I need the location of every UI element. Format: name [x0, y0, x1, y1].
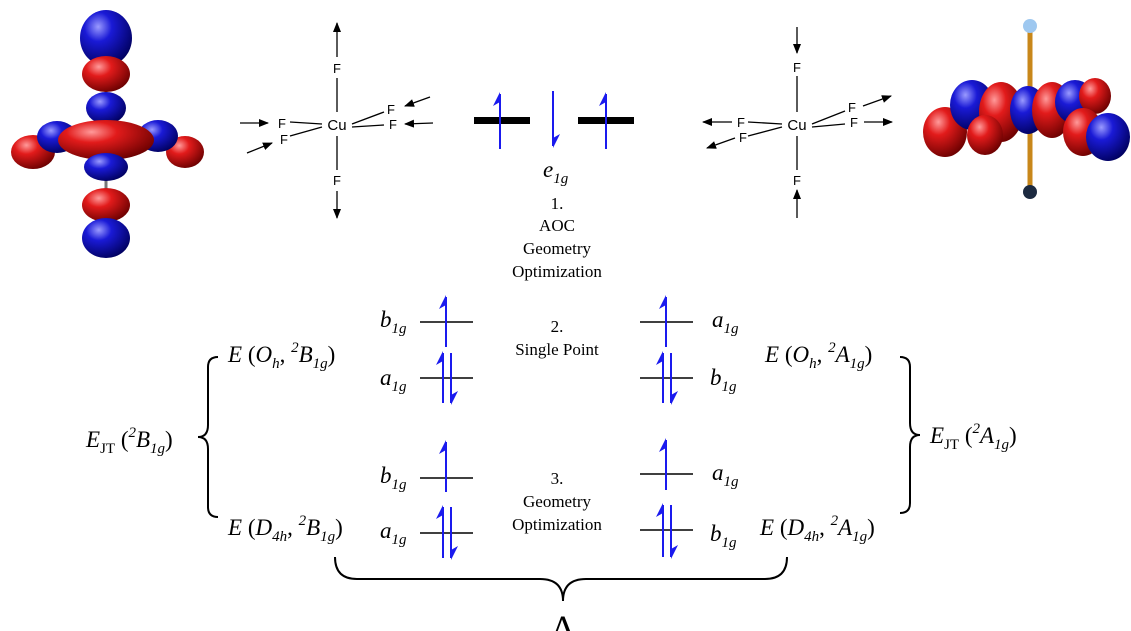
bottom-brace [335, 557, 787, 601]
svg-text:E (D4h, 2A1g): E (D4h, 2A1g) [759, 513, 875, 545]
molecule-left: Cu F F F F F F [240, 23, 433, 218]
electron-arrow-up [659, 295, 666, 347]
f-label-left-eq-rt: F [387, 102, 395, 117]
level-b1g-left-2: b1g [380, 307, 407, 337]
svg-text:EJT (2A1g): EJT (2A1g) [929, 421, 1017, 453]
f-label-left-bottom: F [333, 173, 341, 188]
cu-label-right: Cu [787, 117, 806, 134]
e1g-label: e1g [543, 157, 569, 187]
f-label-left-eq-lt: F [278, 116, 286, 131]
electron-arrow-up [659, 438, 666, 490]
f-label-right-bottom: F [793, 173, 801, 188]
electron-arrow-up [439, 295, 446, 347]
level-a1g-right-3: a1g [712, 460, 739, 490]
f-label-right-eq-lt: F [737, 115, 745, 130]
step-1-line1: AOC [539, 216, 575, 235]
svg-text:E (Oh, 2B1g): E (Oh, 2B1g) [227, 340, 335, 372]
f-label-left-eq-rb: F [389, 117, 397, 132]
svg-text:E (Oh, 2A1g): E (Oh, 2A1g) [764, 340, 872, 372]
energy-oh-2a1g: E (Oh, 2A1g) [764, 340, 872, 372]
f-label-right-eq-rt: F [848, 100, 856, 115]
f-label-left-top: F [333, 61, 341, 76]
orbital-render-left [11, 10, 204, 258]
svg-text:EJT (2B1g): EJT (2B1g) [85, 425, 173, 457]
svg-text:E (D4h, 2B1g): E (D4h, 2B1g) [227, 513, 343, 545]
step-2-right-levels: a1g b1g [640, 295, 739, 405]
molecule-right: Cu F F F F F F [703, 27, 892, 218]
step-3-line1: Geometry [523, 492, 591, 511]
energy-oh-2b1g: E (Oh, 2B1g) [227, 340, 335, 372]
e1g-level-left [474, 117, 530, 124]
step-3-left-levels: b1g a1g [380, 440, 473, 560]
cu-label-left: Cu [327, 117, 346, 134]
step-3-line2: Optimization [512, 515, 602, 534]
step-2-left-levels: b1g a1g [380, 295, 473, 405]
ejt-2a1g-label: EJT (2A1g) [929, 421, 1017, 453]
step-3-number: 3. [551, 469, 564, 488]
level-a1g-right-2: a1g [712, 307, 739, 337]
level-a1g-left-2: a1g [380, 365, 407, 395]
level-b1g-right-2: b1g [710, 365, 737, 395]
step-3-right-levels: a1g b1g [640, 438, 739, 559]
electron-arrow-up [439, 440, 446, 492]
level-b1g-right-3: b1g [710, 521, 737, 551]
degenerate-e1g-levels: e1g [474, 91, 634, 187]
step-1-line3: Optimization [512, 262, 602, 281]
f-label-right-eq-rb: F [850, 115, 858, 130]
step-1-number: 1. [551, 194, 564, 213]
f-label-right-top: F [793, 60, 801, 75]
energy-d4h-2b1g: E (D4h, 2B1g) [227, 513, 343, 545]
step-2-number: 2. [551, 317, 564, 336]
f-label-right-eq-lb: F [739, 130, 747, 145]
step-1-line2: Geometry [523, 239, 591, 258]
step-2-label: 2. Single Point [515, 317, 599, 359]
right-brace [900, 357, 920, 513]
delta-label: Δ [551, 608, 574, 631]
f-label-left-eq-lb: F [280, 132, 288, 147]
energy-d4h-2a1g: E (D4h, 2A1g) [759, 513, 875, 545]
level-b1g-left-3: b1g [380, 463, 407, 493]
electron-arrow-down [553, 91, 560, 148]
step-3-label: 3. Geometry Optimization [512, 469, 602, 534]
electron-pair [656, 503, 678, 559]
orbital-render-right [923, 19, 1130, 199]
level-a1g-left-3: a1g [380, 518, 407, 548]
step-1-label: 1. AOC Geometry Optimization [512, 194, 602, 281]
left-brace [198, 357, 218, 517]
step-2-line1: Single Point [515, 340, 599, 359]
ejt-2b1g-label: EJT (2B1g) [85, 425, 173, 457]
